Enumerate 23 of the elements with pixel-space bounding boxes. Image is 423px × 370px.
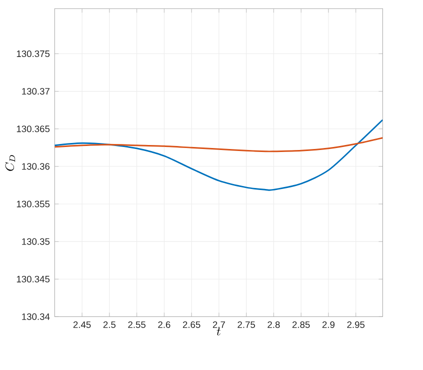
x-tick-label: 2.85 — [292, 321, 310, 328]
y-axis-title: $C_D$ — [5, 155, 16, 171]
y-tick-label: 130.34 — [22, 313, 50, 320]
x-tick-label: 2.8 — [268, 321, 280, 328]
y-tick-label: 130.35 — [22, 238, 50, 245]
x-tick-label: 2.6 — [158, 321, 170, 328]
x-tick-label: 2.65 — [182, 321, 200, 328]
x-tick-label: 2.95 — [347, 321, 365, 328]
x-tick-label: 2.55 — [128, 321, 146, 328]
y-tick-label: 130.365 — [16, 126, 50, 132]
line-series — [54, 137, 383, 152]
y-tick-label: 130.36 — [22, 163, 50, 170]
x-axis-title: $t$ — [216, 328, 221, 336]
y-tick-label: 130.37 — [22, 88, 50, 95]
line-series — [54, 119, 383, 191]
y-tick-label: 130.345 — [16, 276, 50, 282]
y-tick-label: 130.355 — [16, 200, 50, 208]
x-tick-label: 2.45 — [73, 321, 91, 328]
x-tick-label: 2.7 — [212, 321, 225, 328]
x-tick-label: 2.9 — [322, 321, 335, 328]
y-tick-label: 130.375 — [16, 50, 50, 58]
x-tick-label: 2.75 — [238, 321, 256, 328]
x-tick-label: 2.5 — [103, 321, 116, 328]
